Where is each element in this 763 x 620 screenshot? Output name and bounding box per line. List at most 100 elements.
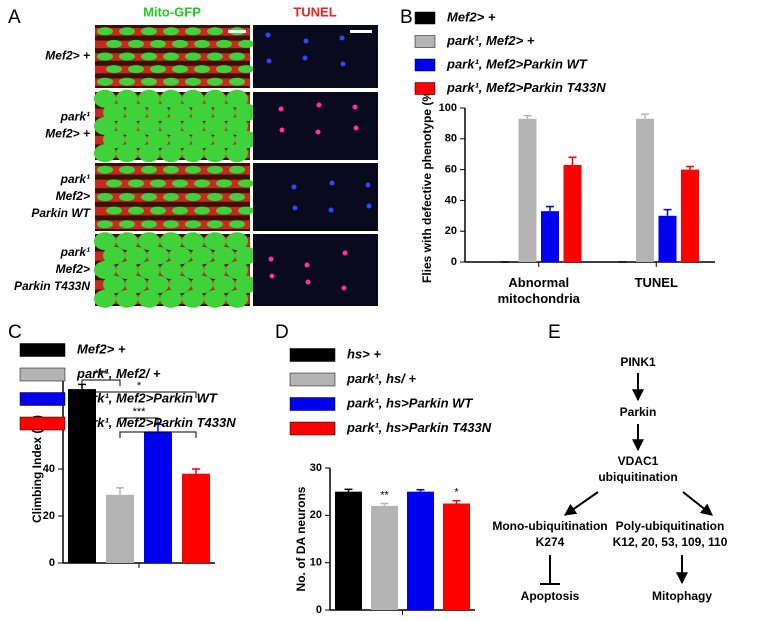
mito [160, 144, 182, 163]
y-tick-label: 20 [445, 225, 457, 237]
mito [191, 103, 213, 122]
nucleus [340, 61, 346, 67]
arrow [682, 491, 713, 516]
mito [182, 117, 204, 135]
micrograph [253, 234, 378, 306]
mito [229, 165, 245, 174]
mito [106, 179, 122, 188]
mito [191, 246, 213, 265]
legend-swatch [19, 392, 66, 406]
mito [194, 206, 210, 215]
bar [563, 164, 582, 262]
legend-swatch [414, 58, 436, 72]
mito [97, 52, 113, 61]
mito [138, 89, 160, 108]
mito [94, 232, 116, 251]
mito [106, 206, 122, 215]
mito [226, 144, 248, 163]
nucleus [266, 58, 272, 64]
legend-swatch [19, 343, 66, 357]
legend-label: park¹, Mef2>Parkin T433N [446, 80, 606, 95]
x-tick-label: TUNEL [635, 275, 678, 290]
legend-swatch [289, 397, 336, 411]
mito [147, 246, 169, 265]
y-axis-label: Flies with defective phenotype (%) [420, 87, 434, 283]
mito [185, 165, 201, 174]
mito [182, 261, 204, 279]
x-tick-label-line: TUNEL [635, 275, 678, 290]
y-tick-label: 40 [43, 463, 55, 475]
mito [213, 103, 235, 122]
micrograph [253, 92, 378, 160]
y-tick-label: 20 [310, 509, 322, 521]
mito [185, 27, 201, 36]
legend-swatch [414, 11, 436, 25]
mito [238, 65, 254, 74]
mito [229, 52, 245, 61]
mito [160, 117, 182, 135]
y-tick-label: 0 [316, 604, 322, 616]
panel-label: C [8, 322, 22, 343]
column-title: TUNEL [293, 4, 336, 19]
mito [226, 89, 248, 108]
mito [204, 289, 226, 308]
nucleus [304, 262, 310, 268]
mito [141, 27, 157, 36]
mito [125, 130, 147, 149]
legend-label: park¹, Mef2/ + [76, 366, 161, 381]
mito [160, 289, 182, 308]
mito [238, 39, 254, 48]
row-label: Parkin WT [31, 206, 91, 220]
y-axis-label: Climbing Index (%) [30, 415, 44, 523]
diagram-node: VDAC1 [618, 454, 659, 468]
mito [213, 130, 235, 149]
diagram-node: PINK1 [620, 355, 656, 369]
mito [138, 117, 160, 135]
mito [119, 52, 135, 61]
mito [141, 193, 157, 201]
mito [94, 289, 116, 308]
mito [207, 193, 223, 201]
significance: ** [380, 489, 389, 501]
mito [160, 261, 182, 279]
nucleus [315, 129, 321, 135]
mito [207, 165, 223, 174]
row-label: park¹ [60, 245, 90, 259]
row-label: Mef2> [56, 189, 90, 203]
mito [172, 206, 188, 215]
nucleus [341, 285, 347, 291]
y-tick-label: 80 [445, 133, 457, 145]
mito [226, 289, 248, 308]
y-tick-label: 100 [439, 102, 457, 114]
bar [443, 503, 470, 610]
mito [116, 261, 138, 279]
mito [119, 220, 135, 229]
bar [182, 473, 210, 563]
mito [141, 77, 157, 86]
nucleus [366, 203, 372, 209]
bar [106, 494, 134, 563]
nucleus [302, 55, 308, 61]
mito [138, 289, 160, 308]
mito [163, 220, 179, 229]
mito [106, 39, 122, 48]
mito [119, 27, 135, 36]
mito [150, 179, 166, 188]
mito [185, 193, 201, 201]
mito [194, 65, 210, 74]
mito [128, 179, 144, 188]
row-label: Mef2> + [45, 49, 90, 63]
scale-bar [350, 30, 372, 33]
mito [226, 232, 248, 251]
nucleus [353, 125, 359, 131]
legend-swatch [414, 82, 436, 95]
mito [204, 144, 226, 163]
x-tick-label-line: Abnormal [508, 275, 569, 290]
nucleus [292, 205, 298, 211]
mito [160, 89, 182, 108]
mito [226, 117, 248, 135]
mito [116, 89, 138, 108]
significance: *** [95, 368, 109, 380]
diagram-node: K12, 20, 53, 109, 110 [613, 535, 728, 549]
y-tick-label: 60 [445, 164, 457, 176]
